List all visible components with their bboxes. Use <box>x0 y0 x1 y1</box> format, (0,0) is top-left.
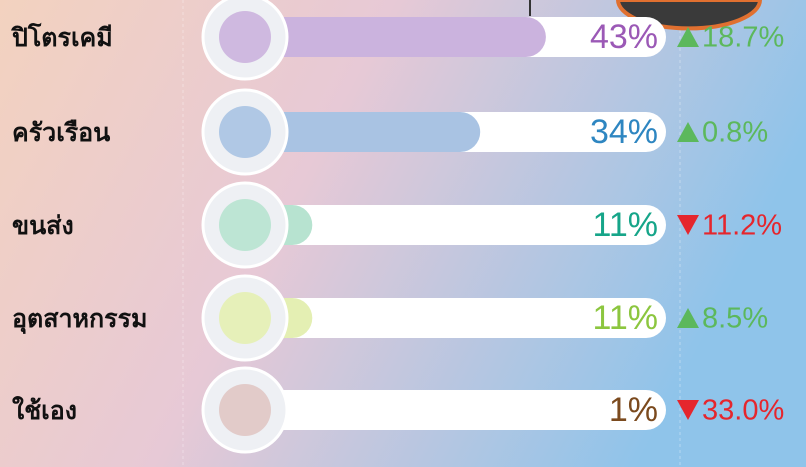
icon <box>219 292 271 344</box>
value-label: 1% <box>609 391 658 429</box>
change-label: 0.8% <box>702 117 768 149</box>
chart: ปิโตรเคมี 43% 18.7% ครัวเรือน 34% 0.8% ขนส่ง 11… <box>0 0 806 467</box>
value-label: 34% <box>590 113 658 151</box>
icon <box>219 199 271 251</box>
category-label: ครัวเรือน <box>12 118 110 147</box>
value-label: 43% <box>590 18 658 56</box>
icon <box>219 106 271 158</box>
change-label: 11.2% <box>702 210 782 242</box>
category-label: อุตสาหกรรม <box>12 304 148 335</box>
category-label: ใช้เอง <box>12 395 77 425</box>
value-label: 11% <box>592 206 658 244</box>
change-label: 33.0% <box>702 395 784 427</box>
change-label: 8.5% <box>702 303 768 335</box>
category-label: ขนส่ง <box>12 211 74 240</box>
category-label: ปิโตรเคมี <box>10 22 112 52</box>
icon <box>219 11 271 63</box>
change-label: 18.7% <box>702 22 784 54</box>
icon <box>219 384 271 436</box>
value-label: 11% <box>592 299 658 337</box>
